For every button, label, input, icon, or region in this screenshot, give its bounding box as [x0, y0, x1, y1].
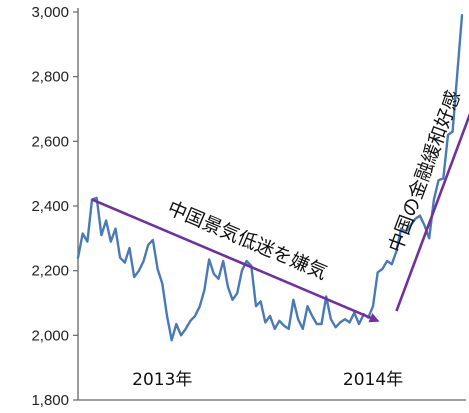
y-tick-label: 2,000 — [31, 327, 69, 344]
y-tick-label: 2,400 — [31, 198, 69, 215]
y-tick-label: 2,200 — [31, 263, 69, 280]
y-tick-label: 2,600 — [31, 133, 69, 150]
annotations: 中国景気低迷を嫌気 中国の金融緩和好感 — [91, 88, 469, 323]
x-year-label: 2013年 — [132, 370, 192, 390]
y-tick-label: 1,800 — [31, 392, 69, 409]
annotation-arrow — [91, 198, 380, 323]
annotation-label: 中国の金融緩和好感 — [385, 88, 465, 256]
y-tick-label: 2,800 — [31, 69, 69, 86]
series-line — [76, 13, 464, 342]
axes: 1,800 2,000 2,200 2,400 2,600 2,800 3,000 2013年… — [31, 4, 466, 409]
x-year-label: 2014年 — [343, 370, 403, 390]
y-tick-label: 3,000 — [31, 4, 69, 21]
plot-area — [76, 13, 464, 342]
annotation-arrow — [395, 112, 469, 312]
